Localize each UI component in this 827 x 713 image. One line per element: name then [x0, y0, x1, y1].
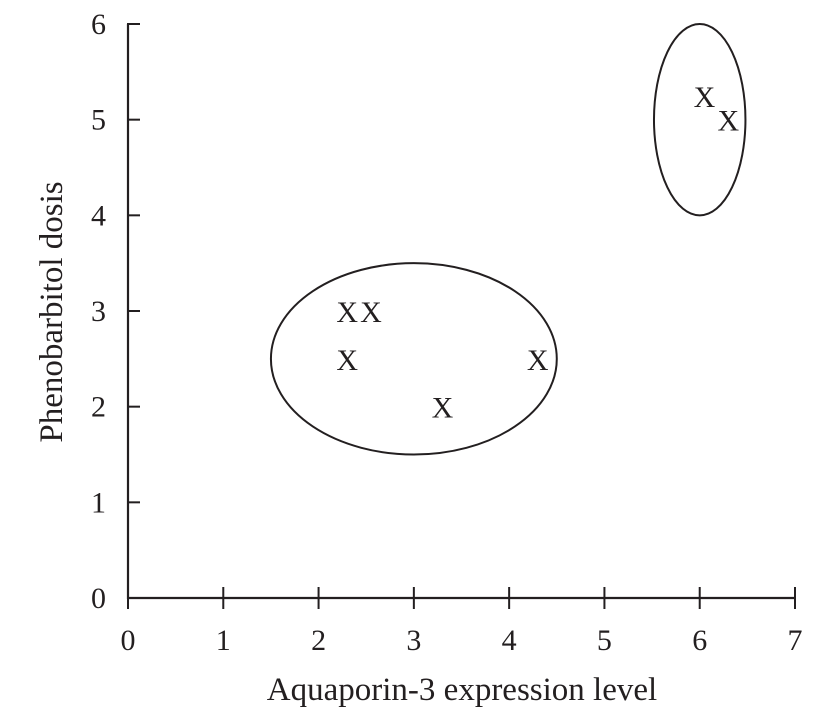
y-tick-label: 2	[91, 391, 106, 424]
x-tick-label: 2	[311, 624, 326, 657]
y-tick-label: 5	[91, 104, 106, 137]
x-tick-label: 3	[406, 624, 421, 657]
data-point-marker: X	[717, 105, 739, 138]
data-point-marker: X	[336, 296, 358, 329]
y-axis-label: Phenobarbitol dosis	[34, 181, 70, 442]
cluster-ellipse	[269, 262, 558, 456]
x-tick-label: 5	[597, 624, 612, 657]
data-point-marker: X	[527, 344, 549, 377]
y-tick-label: 6	[91, 8, 106, 41]
cluster-ellipses	[269, 23, 747, 456]
x-tick-label: 6	[692, 624, 707, 657]
data-point-marker: X	[694, 81, 716, 114]
y-axis-ticks: 0 1 2 3 4 5 6	[91, 8, 140, 615]
y-tick-label: 3	[91, 295, 106, 328]
y-tick-label: 1	[91, 486, 106, 519]
y-tick-label: 4	[91, 199, 106, 232]
y-tick-label: 0	[91, 582, 106, 615]
x-tick-label: 0	[121, 624, 136, 657]
data-point-marker: X	[336, 344, 358, 377]
x-tick-label: 1	[216, 624, 231, 657]
x-tick-label: 7	[788, 624, 803, 657]
cluster-ellipse	[652, 23, 747, 217]
x-tick-label: 4	[502, 624, 517, 657]
x-axis-ticks: 0 1 2 3 4 5 6 7	[121, 587, 803, 657]
x-axis-label: Aquaporin-3 expression level	[267, 672, 657, 708]
data-point-marker: X	[360, 296, 382, 329]
data-point-marker: X	[432, 392, 454, 425]
